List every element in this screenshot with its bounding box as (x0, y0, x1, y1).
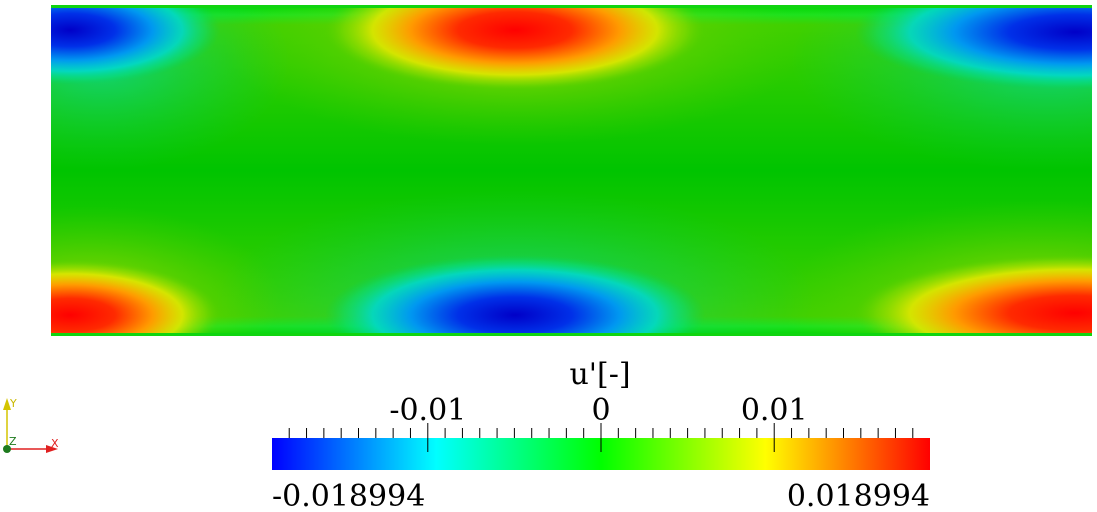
positive-lobe-bottom-left (51, 260, 220, 336)
negative-lobe-bottom-center (325, 255, 705, 336)
colorbar-min-label: -0.018994 (272, 479, 425, 512)
orientation-axes: Y Z X (3, 397, 59, 453)
z-axis-label: Z (9, 435, 17, 448)
positive-lobe-top-center (325, 5, 705, 90)
colorbar-ticks (288, 423, 914, 452)
top-wall (51, 5, 1092, 8)
colorbar: u'[-] -0.01 0 0.01 -0.018994 0.018994 (272, 357, 930, 512)
z-axis-dot-icon (3, 445, 11, 453)
x-axis-label: X (51, 437, 59, 450)
positive-lobe-bottom-right (855, 255, 1092, 336)
colorbar-tick-label: 0 (591, 393, 610, 428)
colorbar-major-tick-labels: -0.01 0 0.01 (389, 393, 807, 428)
y-axis-label: Y (9, 397, 17, 410)
y-axis-arrow-icon (3, 398, 11, 410)
colorbar-tick-label: 0.01 (741, 393, 808, 428)
colorbar-tick-label: -0.01 (389, 393, 466, 428)
colorbar-max-label: 0.018994 (787, 479, 930, 512)
x-axis-arrow-icon (46, 445, 58, 453)
colorbar-title: u'[-] (569, 357, 630, 392)
negative-lobe-top-right (855, 5, 1092, 90)
bottom-wall (51, 333, 1092, 336)
negative-lobe-top-left (51, 5, 220, 85)
field-contour (51, 5, 1092, 336)
